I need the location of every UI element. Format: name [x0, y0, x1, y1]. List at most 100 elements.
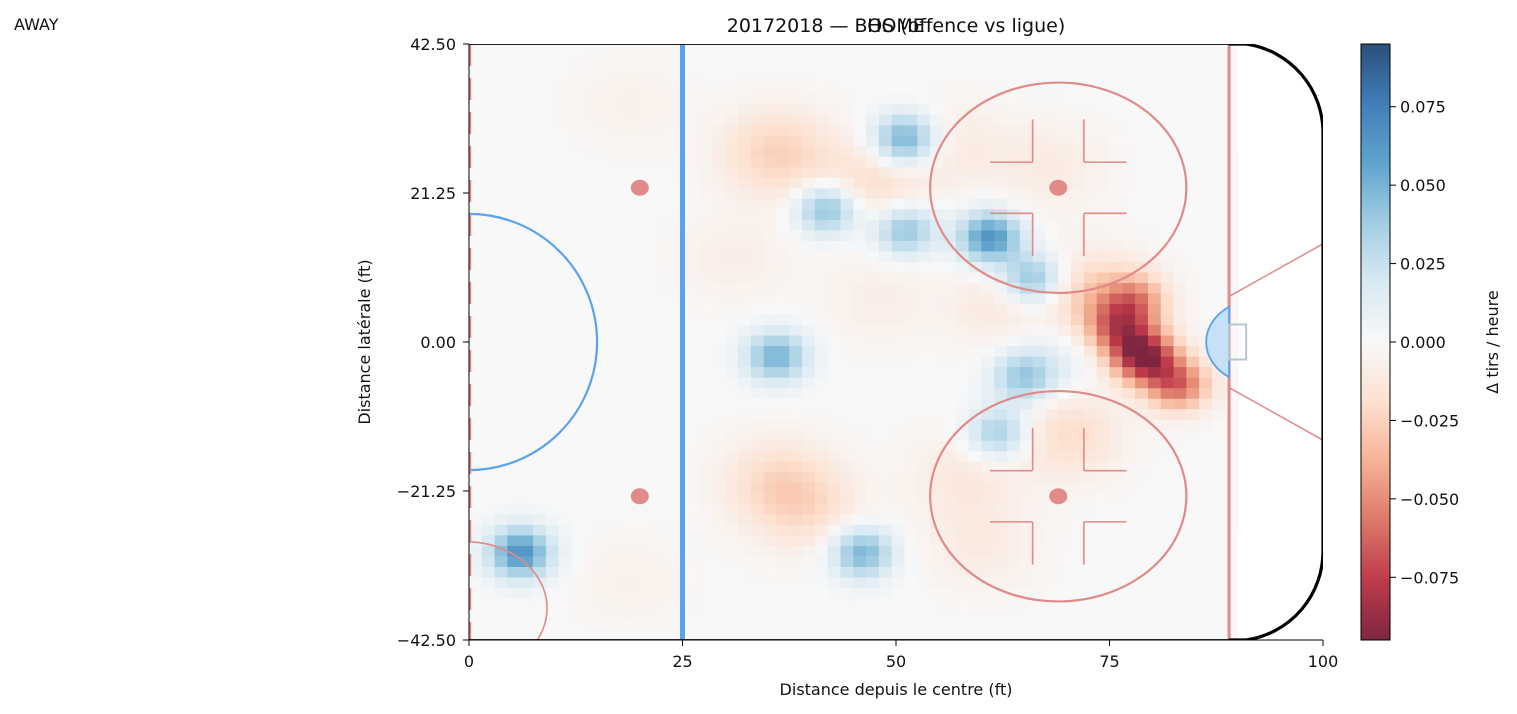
heatmap-cell: [827, 450, 842, 462]
heatmap-cell: [981, 629, 995, 640]
heatmap-cell: [1019, 524, 1034, 536]
heatmap-cell: [481, 72, 496, 84]
heatmap-cell: [1071, 114, 1085, 126]
heatmap-cell: [840, 166, 854, 178]
heatmap-cell: [597, 240, 611, 252]
heatmap-cell: [763, 198, 778, 210]
heatmap-cell: [763, 545, 778, 557]
heatmap-cell: [968, 618, 982, 631]
heatmap-cell: [469, 545, 483, 557]
heatmap-cell: [635, 597, 649, 610]
heatmap-cell: [1019, 503, 1034, 515]
heatmap-cell: [789, 450, 803, 462]
heatmap-cell: [1173, 271, 1187, 283]
heatmap-cell: [558, 576, 573, 589]
heatmap-cell: [930, 461, 944, 473]
heatmap-cell: [584, 534, 598, 546]
heatmap-cell: [1019, 124, 1034, 136]
heatmap-cell: [1007, 72, 1021, 84]
heatmap-cell: [1007, 61, 1021, 73]
heatmap-cell: [1135, 555, 1149, 567]
heatmap-cell: [1045, 103, 1059, 115]
heatmap-cell: [1173, 135, 1187, 147]
heatmap-cell: [1211, 250, 1226, 262]
heatmap-cell: [686, 366, 701, 378]
heatmap-cell: [955, 524, 970, 536]
heatmap-cell: [994, 345, 1008, 357]
heatmap-cell: [981, 303, 995, 315]
heatmap-cell: [635, 513, 649, 525]
heatmap-cell: [712, 513, 726, 525]
heatmap-cell: [520, 334, 534, 347]
heatmap-cell: [1007, 524, 1021, 536]
heatmap-cell: [1135, 124, 1149, 136]
heatmap-cell: [584, 135, 598, 147]
heatmap-cell: [1211, 450, 1226, 462]
heatmap-cell: [955, 187, 970, 199]
heatmap-cell: [802, 608, 816, 620]
heatmap-cell: [814, 271, 829, 283]
heatmap-cell: [661, 513, 675, 525]
heatmap-cell: [1135, 145, 1149, 157]
heatmap-cell: [507, 114, 521, 126]
heatmap-cell: [1032, 282, 1047, 294]
heatmap-cell: [609, 534, 624, 546]
heatmap-cell: [584, 187, 598, 199]
heatmap-cell: [789, 271, 803, 283]
heatmap-cell: [661, 324, 675, 336]
heatmap-cell: [558, 503, 573, 515]
heatmap-cell: [802, 124, 816, 136]
heatmap-cell: [1135, 629, 1149, 640]
heatmap-cell: [725, 345, 739, 357]
heatmap-cell: [686, 44, 701, 52]
heatmap-cell: [840, 282, 854, 294]
heatmap-cell: [994, 271, 1008, 283]
heatmap-cell: [1019, 103, 1034, 115]
heatmap-cell: [981, 450, 995, 462]
heatmap-cell: [584, 608, 598, 620]
heatmap-cell: [622, 482, 637, 494]
heatmap-cell: [827, 503, 842, 515]
heatmap-cell: [725, 429, 739, 441]
heatmap-cell: [802, 72, 816, 84]
heatmap-cell: [1135, 597, 1149, 610]
heatmap-cell: [840, 482, 854, 494]
heatmap-cell: [891, 187, 906, 199]
heatmap-cell: [942, 398, 957, 410]
heatmap-cell: [635, 356, 649, 368]
heatmap-cell: [1211, 419, 1226, 431]
heatmap-cell: [1186, 629, 1200, 640]
heatmap-cell: [1109, 461, 1123, 473]
heatmap-cell: [1058, 82, 1072, 94]
heatmap-cell: [814, 387, 829, 399]
heatmap-cell: [1199, 429, 1213, 441]
heatmap-cell: [968, 334, 982, 347]
heatmap-cell: [840, 513, 854, 525]
heatmap-cell: [712, 114, 726, 126]
heatmap-cell: [1032, 261, 1047, 273]
heatmap-cell: [904, 366, 918, 378]
heatmap-cell: [558, 187, 573, 199]
heatmap-cell: [686, 419, 701, 431]
heatmap-cell: [545, 429, 560, 441]
heatmap-cell: [866, 471, 880, 483]
heatmap-cell: [481, 450, 496, 462]
heatmap-cell: [725, 356, 739, 368]
heatmap-cell: [699, 177, 713, 189]
heatmap-cell: [776, 156, 790, 168]
heatmap-cell: [942, 387, 957, 399]
heatmap-cell: [1045, 629, 1059, 640]
heatmap-cell: [648, 524, 662, 536]
heatmap-cell: [1211, 524, 1226, 536]
heatmap-cell: [533, 513, 547, 525]
heatmap-cell: [1122, 292, 1136, 305]
heatmap-cell: [481, 387, 496, 399]
heatmap-cell: [981, 51, 995, 63]
heatmap-cell: [597, 324, 611, 336]
heatmap-cell: [584, 450, 598, 462]
heatmap-cell: [622, 429, 637, 441]
heatmap-cell: [1032, 608, 1047, 620]
heatmap-cell: [1160, 555, 1175, 567]
heatmap-cell: [1122, 103, 1136, 115]
heatmap-cell: [802, 356, 816, 368]
